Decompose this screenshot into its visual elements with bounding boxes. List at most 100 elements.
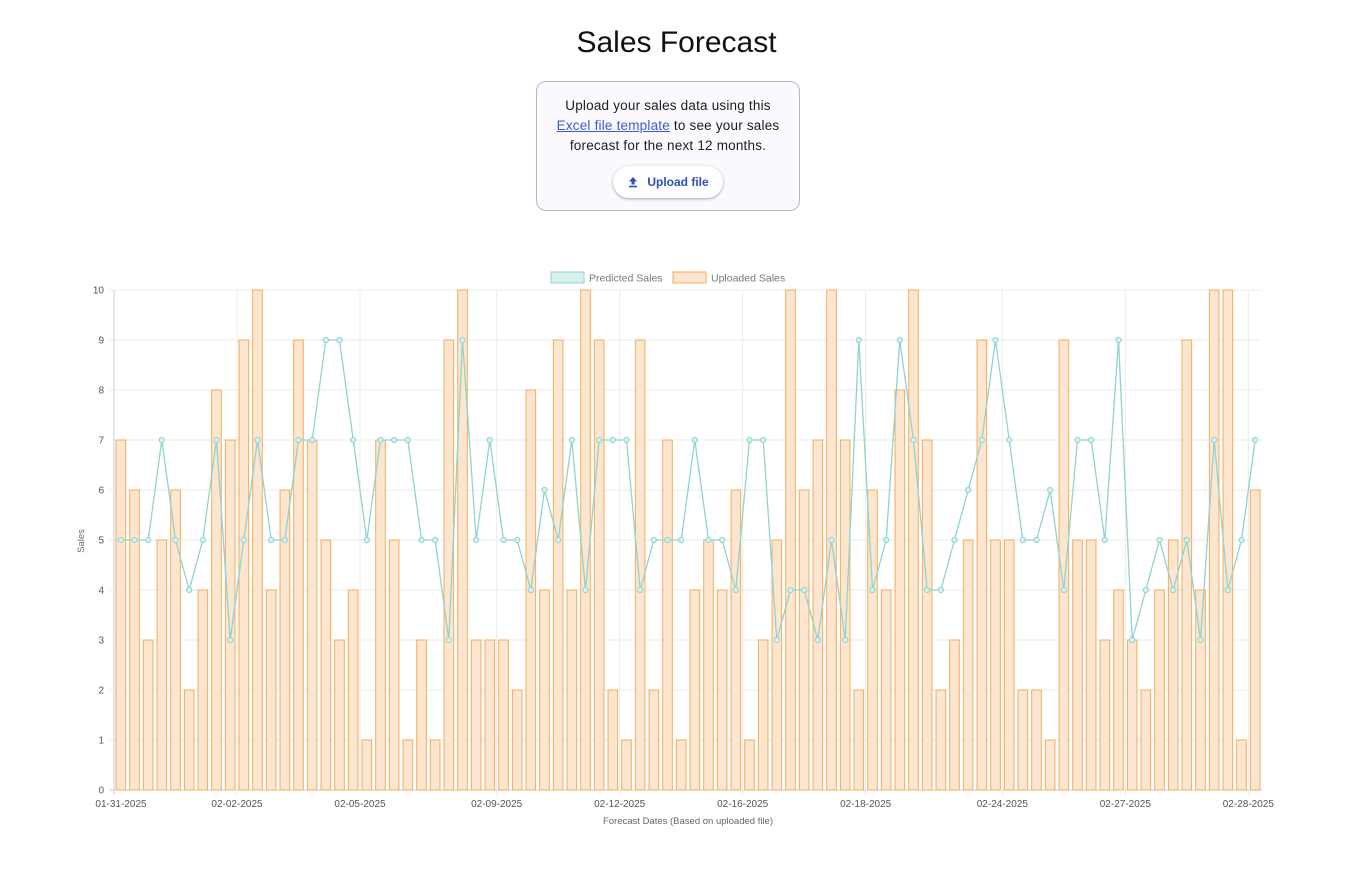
predicted-sales-point — [336, 336, 343, 344]
predicted-sales-point — [978, 436, 985, 444]
predicted-sales-point — [719, 536, 726, 544]
predicted-sales-point — [404, 436, 411, 444]
predicted-sales-point — [1088, 436, 1095, 444]
predicted-sales-point — [609, 436, 616, 444]
y-tick-label: 3 — [98, 636, 104, 647]
predicted-sales-point — [691, 436, 698, 444]
uploaded-sales-bar — [416, 639, 427, 791]
predicted-sales-point — [213, 436, 220, 444]
upload-card: Upload your sales data using this Excel … — [536, 81, 800, 211]
uploaded-sales-bar — [142, 639, 154, 791]
uploaded-sales-bar — [511, 689, 523, 791]
predicted-sales-point — [377, 436, 384, 444]
y-axis-title: Sales — [76, 529, 87, 553]
predicted-sales-point — [418, 536, 425, 544]
uploaded-sales-bar — [552, 339, 564, 791]
uploaded-sales-bar — [129, 489, 140, 791]
uploaded-sales-bar — [949, 639, 960, 791]
predicted-sales-point — [951, 536, 958, 544]
predicted-sales-point — [363, 536, 370, 544]
predicted-sales-point — [705, 536, 712, 544]
uploaded-sales-bar — [812, 439, 824, 791]
uploaded-sales-bar — [402, 739, 414, 791]
upload-text-before: Upload your sales data using this — [565, 98, 771, 113]
uploaded-sales-bar — [921, 439, 933, 791]
predicted-sales-point — [855, 336, 862, 344]
uploaded-sales-bar — [1236, 739, 1247, 791]
uploaded-sales-bar — [1085, 539, 1097, 791]
legend-swatch-predicted — [550, 271, 585, 284]
predicted-sales-point — [814, 636, 821, 644]
uploaded-sales-bar — [183, 689, 195, 791]
predicted-sales-point — [937, 586, 944, 594]
predicted-sales-point — [227, 636, 234, 644]
uploaded-sales-bar — [1222, 289, 1234, 791]
uploaded-sales-bar — [798, 489, 810, 791]
uploaded-sales-bar — [976, 339, 988, 791]
uploaded-sales-bar — [580, 289, 591, 791]
predicted-sales-point — [596, 436, 603, 444]
x-axis-title: Forecast Dates (Based on uploaded file) — [603, 816, 773, 827]
uploaded-sales-bar — [224, 439, 236, 791]
upload-file-button[interactable]: Upload file — [613, 166, 723, 198]
predicted-sales-point — [1211, 436, 1218, 444]
legend-label-uploaded: Uploaded Sales — [711, 273, 785, 285]
predicted-sales-point — [240, 536, 247, 544]
predicted-sales-point — [486, 436, 493, 444]
predicted-sales-point — [527, 586, 534, 594]
predicted-sales-point — [760, 436, 767, 444]
predicted-sales-point — [1115, 336, 1122, 344]
x-tick-label: 02-18-2025 — [840, 799, 892, 810]
uploaded-sales-bar — [634, 339, 646, 791]
uploaded-sales-bar — [689, 589, 701, 791]
predicted-sales-point — [650, 536, 657, 544]
predicted-sales-point — [172, 536, 179, 544]
upload-icon — [627, 176, 639, 188]
uploaded-sales-bar — [429, 739, 441, 791]
sales-chart: 0 1 2 3 4 5 6 7 8 9 10 01-31-2025 02-02-2025 02-05-20… — [76, 271, 1274, 827]
uploaded-sales-bar — [867, 489, 878, 791]
upload-instructions: Upload your sales data using this Excel … — [553, 96, 783, 156]
y-tick-label: 4 — [98, 586, 104, 597]
x-tick-label: 02-27-2025 — [1100, 799, 1152, 810]
excel-template-link[interactable]: Excel file template — [556, 118, 670, 133]
uploaded-sales-bar — [662, 439, 673, 791]
predicted-sales-point — [992, 336, 999, 344]
predicted-sales-point — [186, 586, 193, 594]
y-tick-label: 9 — [98, 336, 104, 347]
uploaded-sales-bar — [785, 289, 796, 791]
uploaded-sales-bar — [252, 289, 263, 791]
uploaded-sales-bar — [853, 689, 865, 791]
predicted-sales-point — [787, 586, 794, 594]
predicted-sales-point — [473, 536, 480, 544]
uploaded-sales-bar — [539, 589, 550, 791]
uploaded-sales-bar — [306, 439, 318, 791]
uploaded-sales-bar — [238, 339, 250, 791]
predicted-sales-point — [541, 486, 548, 494]
predicted-sales-point — [801, 586, 808, 594]
predicted-sales-point — [1074, 436, 1081, 444]
uploaded-sales-bar — [1140, 689, 1152, 791]
predicted-sales-point — [1156, 536, 1163, 544]
predicted-sales-point — [883, 536, 890, 544]
uploaded-sales-bar — [990, 539, 1001, 791]
uploaded-sales-bar — [498, 639, 509, 791]
uploaded-sales-bar — [935, 689, 947, 791]
uploaded-sales-bar — [908, 289, 919, 791]
uploaded-sales-bar — [279, 489, 291, 791]
predicted-sales-point — [555, 536, 562, 544]
predicted-sales-point — [1142, 586, 1149, 594]
uploaded-sales-bar — [648, 689, 660, 791]
uploaded-sales-bar — [1126, 639, 1138, 791]
predicted-sales-point — [432, 536, 439, 544]
uploaded-sales-bar — [293, 339, 304, 791]
predicted-sales-point — [896, 336, 903, 344]
predicted-sales-point — [678, 536, 685, 544]
uploaded-sales-bar — [894, 389, 906, 791]
x-tick-label: 01-31-2025 — [95, 799, 147, 810]
predicted-sales-point — [582, 586, 589, 594]
uploaded-sales-bar — [1154, 589, 1165, 791]
uploaded-sales-bar — [716, 589, 728, 791]
predicted-sales-point — [199, 536, 206, 544]
predicted-sales-point — [910, 436, 917, 444]
